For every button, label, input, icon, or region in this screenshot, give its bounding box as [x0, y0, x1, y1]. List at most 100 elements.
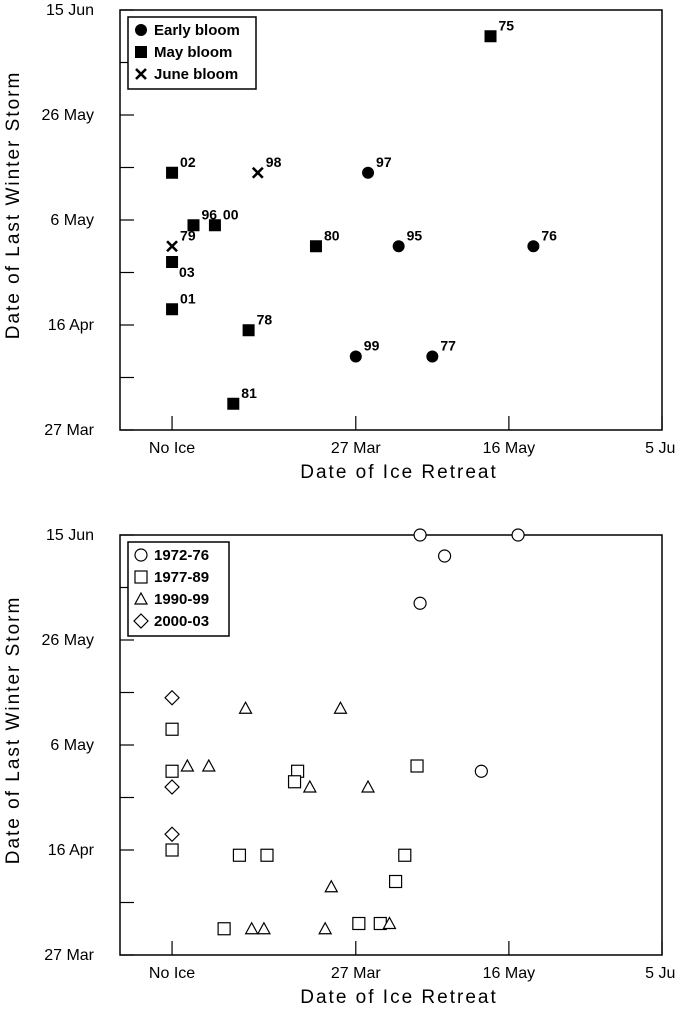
point-label: 81 — [241, 385, 257, 401]
data-point — [382, 916, 397, 930]
data-point — [324, 879, 339, 893]
point-label: 78 — [257, 311, 273, 327]
data-point — [362, 166, 375, 179]
series-2000-03 — [164, 689, 180, 843]
data-point — [388, 874, 403, 889]
data-point — [410, 759, 424, 773]
legend-entry: 1972-76 — [154, 547, 209, 564]
data-point — [511, 528, 525, 542]
data-point — [166, 240, 178, 253]
y-tick-label: 16 Apr — [48, 317, 95, 334]
legend-marker — [133, 613, 149, 629]
series-1977-89 — [165, 722, 424, 936]
data-point — [208, 219, 221, 232]
x-axis-title: Date of Ice Retreat — [300, 462, 497, 483]
y-tick-label: 6 May — [50, 212, 94, 229]
data-point — [164, 689, 180, 706]
y-tick-label: 16 Apr — [48, 842, 95, 859]
data-point — [166, 166, 179, 179]
point-label: 03 — [179, 264, 195, 280]
data-point — [251, 166, 264, 179]
data-point — [242, 324, 255, 337]
legend-entry: May bloom — [154, 44, 232, 61]
series-1990-99 — [180, 700, 397, 935]
data-point — [484, 30, 497, 43]
y-axis-title: Date of Last Winter Storm — [3, 596, 24, 865]
legend-entry: 1977-89 — [154, 569, 209, 586]
data-point — [309, 240, 322, 253]
data-point — [187, 219, 200, 232]
y-tick-label: 26 May — [42, 107, 94, 124]
data-point — [437, 549, 452, 563]
y-tick-label: 26 May — [42, 632, 94, 649]
legend-marker — [135, 46, 147, 58]
data-point — [413, 596, 427, 610]
legend-entry: 1990-99 — [154, 591, 209, 608]
point-label: 75 — [499, 17, 515, 33]
point-label: 80 — [324, 227, 340, 243]
data-point — [352, 916, 366, 931]
legend-entry: June bloom — [154, 66, 238, 83]
x-axis-title: Date of Ice Retreat — [300, 987, 497, 1008]
point-label: 76 — [541, 227, 557, 243]
x-tick-label: 5 Jul — [645, 440, 676, 457]
x-tick-label: 16 May — [483, 965, 535, 982]
data-point — [217, 922, 231, 936]
point-label: 96 — [201, 206, 217, 222]
data-point — [426, 350, 439, 363]
data-point — [165, 764, 179, 778]
legend-entry: 2000-03 — [154, 613, 209, 630]
legend-marker — [135, 24, 147, 36]
x-tick-label: 27 Mar — [331, 440, 381, 457]
data-point — [227, 397, 240, 410]
y-tick-label: 15 Jun — [46, 527, 94, 544]
x-tick-label: No Ice — [149, 440, 195, 457]
data-point — [238, 700, 253, 714]
y-tick-label: 27 Mar — [44, 947, 94, 964]
data-point — [166, 303, 179, 316]
series-early-bloom: 97 95 76 99 77 — [349, 154, 557, 363]
x-tick-label: 16 May — [483, 440, 535, 457]
legend-box — [127, 16, 257, 90]
legend-marker — [134, 570, 148, 584]
legend-entry: Early bloom — [154, 22, 240, 39]
data-point — [166, 256, 179, 268]
series-may-bloom: 75 02 96 00 80 03 01 78 81 — [166, 17, 514, 410]
point-label: 95 — [407, 227, 423, 243]
data-point — [398, 848, 412, 862]
data-point — [201, 758, 216, 772]
data-point — [244, 921, 259, 935]
point-label: 77 — [440, 338, 456, 354]
data-point — [180, 758, 195, 772]
y-tick-label: 27 Mar — [44, 422, 94, 439]
data-point — [287, 775, 302, 789]
point-label: 97 — [376, 154, 392, 170]
series-1972-76 — [413, 528, 525, 778]
point-label: 99 — [364, 338, 380, 354]
legend: Early bloom May bloom June bloom — [127, 16, 257, 90]
point-label: 98 — [266, 154, 282, 170]
x-tick-label: 5 Jul — [645, 965, 676, 982]
data-point — [392, 240, 405, 253]
y-tick-label: 15 Jun — [46, 2, 94, 19]
point-label: 79 — [180, 227, 196, 243]
x-tick-label: No Ice — [149, 965, 195, 982]
data-point — [361, 779, 376, 793]
point-label: 01 — [180, 290, 196, 306]
x-tick-label: 27 Mar — [331, 965, 381, 982]
data-point — [260, 848, 274, 862]
data-point — [474, 764, 488, 778]
data-point — [333, 700, 348, 714]
data-point — [527, 240, 540, 253]
legend-marker — [135, 68, 147, 80]
chart-panel-1: 27 Mar 16 Apr 6 May 26 May 15 Jun No Ice 27 Ma… — [3, 2, 676, 483]
point-label: 00 — [223, 206, 239, 222]
legend: 1972-76 1977-89 1990-99 2000-03 — [127, 541, 230, 637]
data-point — [164, 826, 180, 843]
series-june-bloom: 98 79 — [166, 154, 282, 253]
legend-marker — [133, 591, 149, 605]
legend-marker — [134, 548, 148, 562]
data-point — [318, 921, 333, 935]
data-point — [165, 722, 179, 736]
